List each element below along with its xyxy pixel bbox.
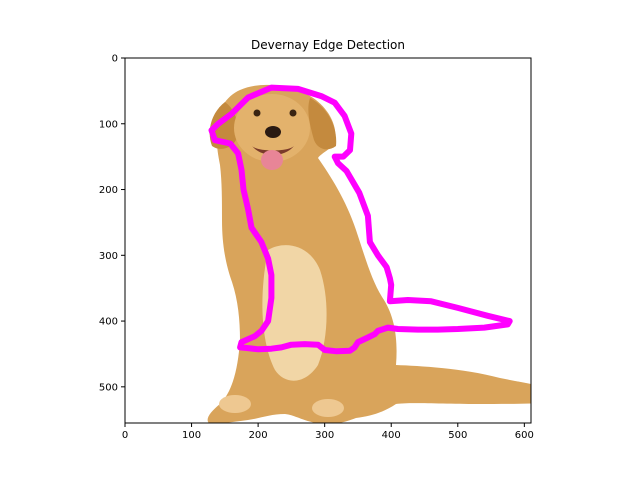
x-tick-label: 600 xyxy=(515,430,534,441)
dog-eye-right xyxy=(289,109,297,117)
dog-paw-right xyxy=(312,399,344,417)
y-axis: 0 100 200 300 400 500 xyxy=(99,54,125,393)
plot-frame xyxy=(124,57,532,424)
x-tick-label: 300 xyxy=(315,430,334,441)
x-tick-label: 400 xyxy=(382,430,401,441)
y-tick-label: 200 xyxy=(99,185,118,196)
dog-tongue xyxy=(261,150,283,170)
x-tick-label: 200 xyxy=(249,430,268,441)
y-tick-label: 300 xyxy=(99,251,118,262)
x-tick-label: 0 xyxy=(122,430,128,441)
dog-paw-left xyxy=(219,395,251,413)
x-tick-label: 500 xyxy=(448,430,467,441)
y-tick-label: 500 xyxy=(99,382,118,393)
chart-title: Devernay Edge Detection xyxy=(251,38,405,52)
x-tick-label: 100 xyxy=(182,430,201,441)
y-tick-label: 100 xyxy=(99,119,118,130)
x-axis: 0 100 200 300 400 500 600 xyxy=(122,423,534,441)
edge-contour xyxy=(208,84,513,355)
dog-nose xyxy=(265,126,281,138)
y-tick-label: 400 xyxy=(99,317,118,328)
y-tick-label: 0 xyxy=(112,54,118,65)
dog-image xyxy=(125,58,531,423)
dog-ear-right xyxy=(308,98,337,150)
dog-eye-left xyxy=(253,109,261,117)
